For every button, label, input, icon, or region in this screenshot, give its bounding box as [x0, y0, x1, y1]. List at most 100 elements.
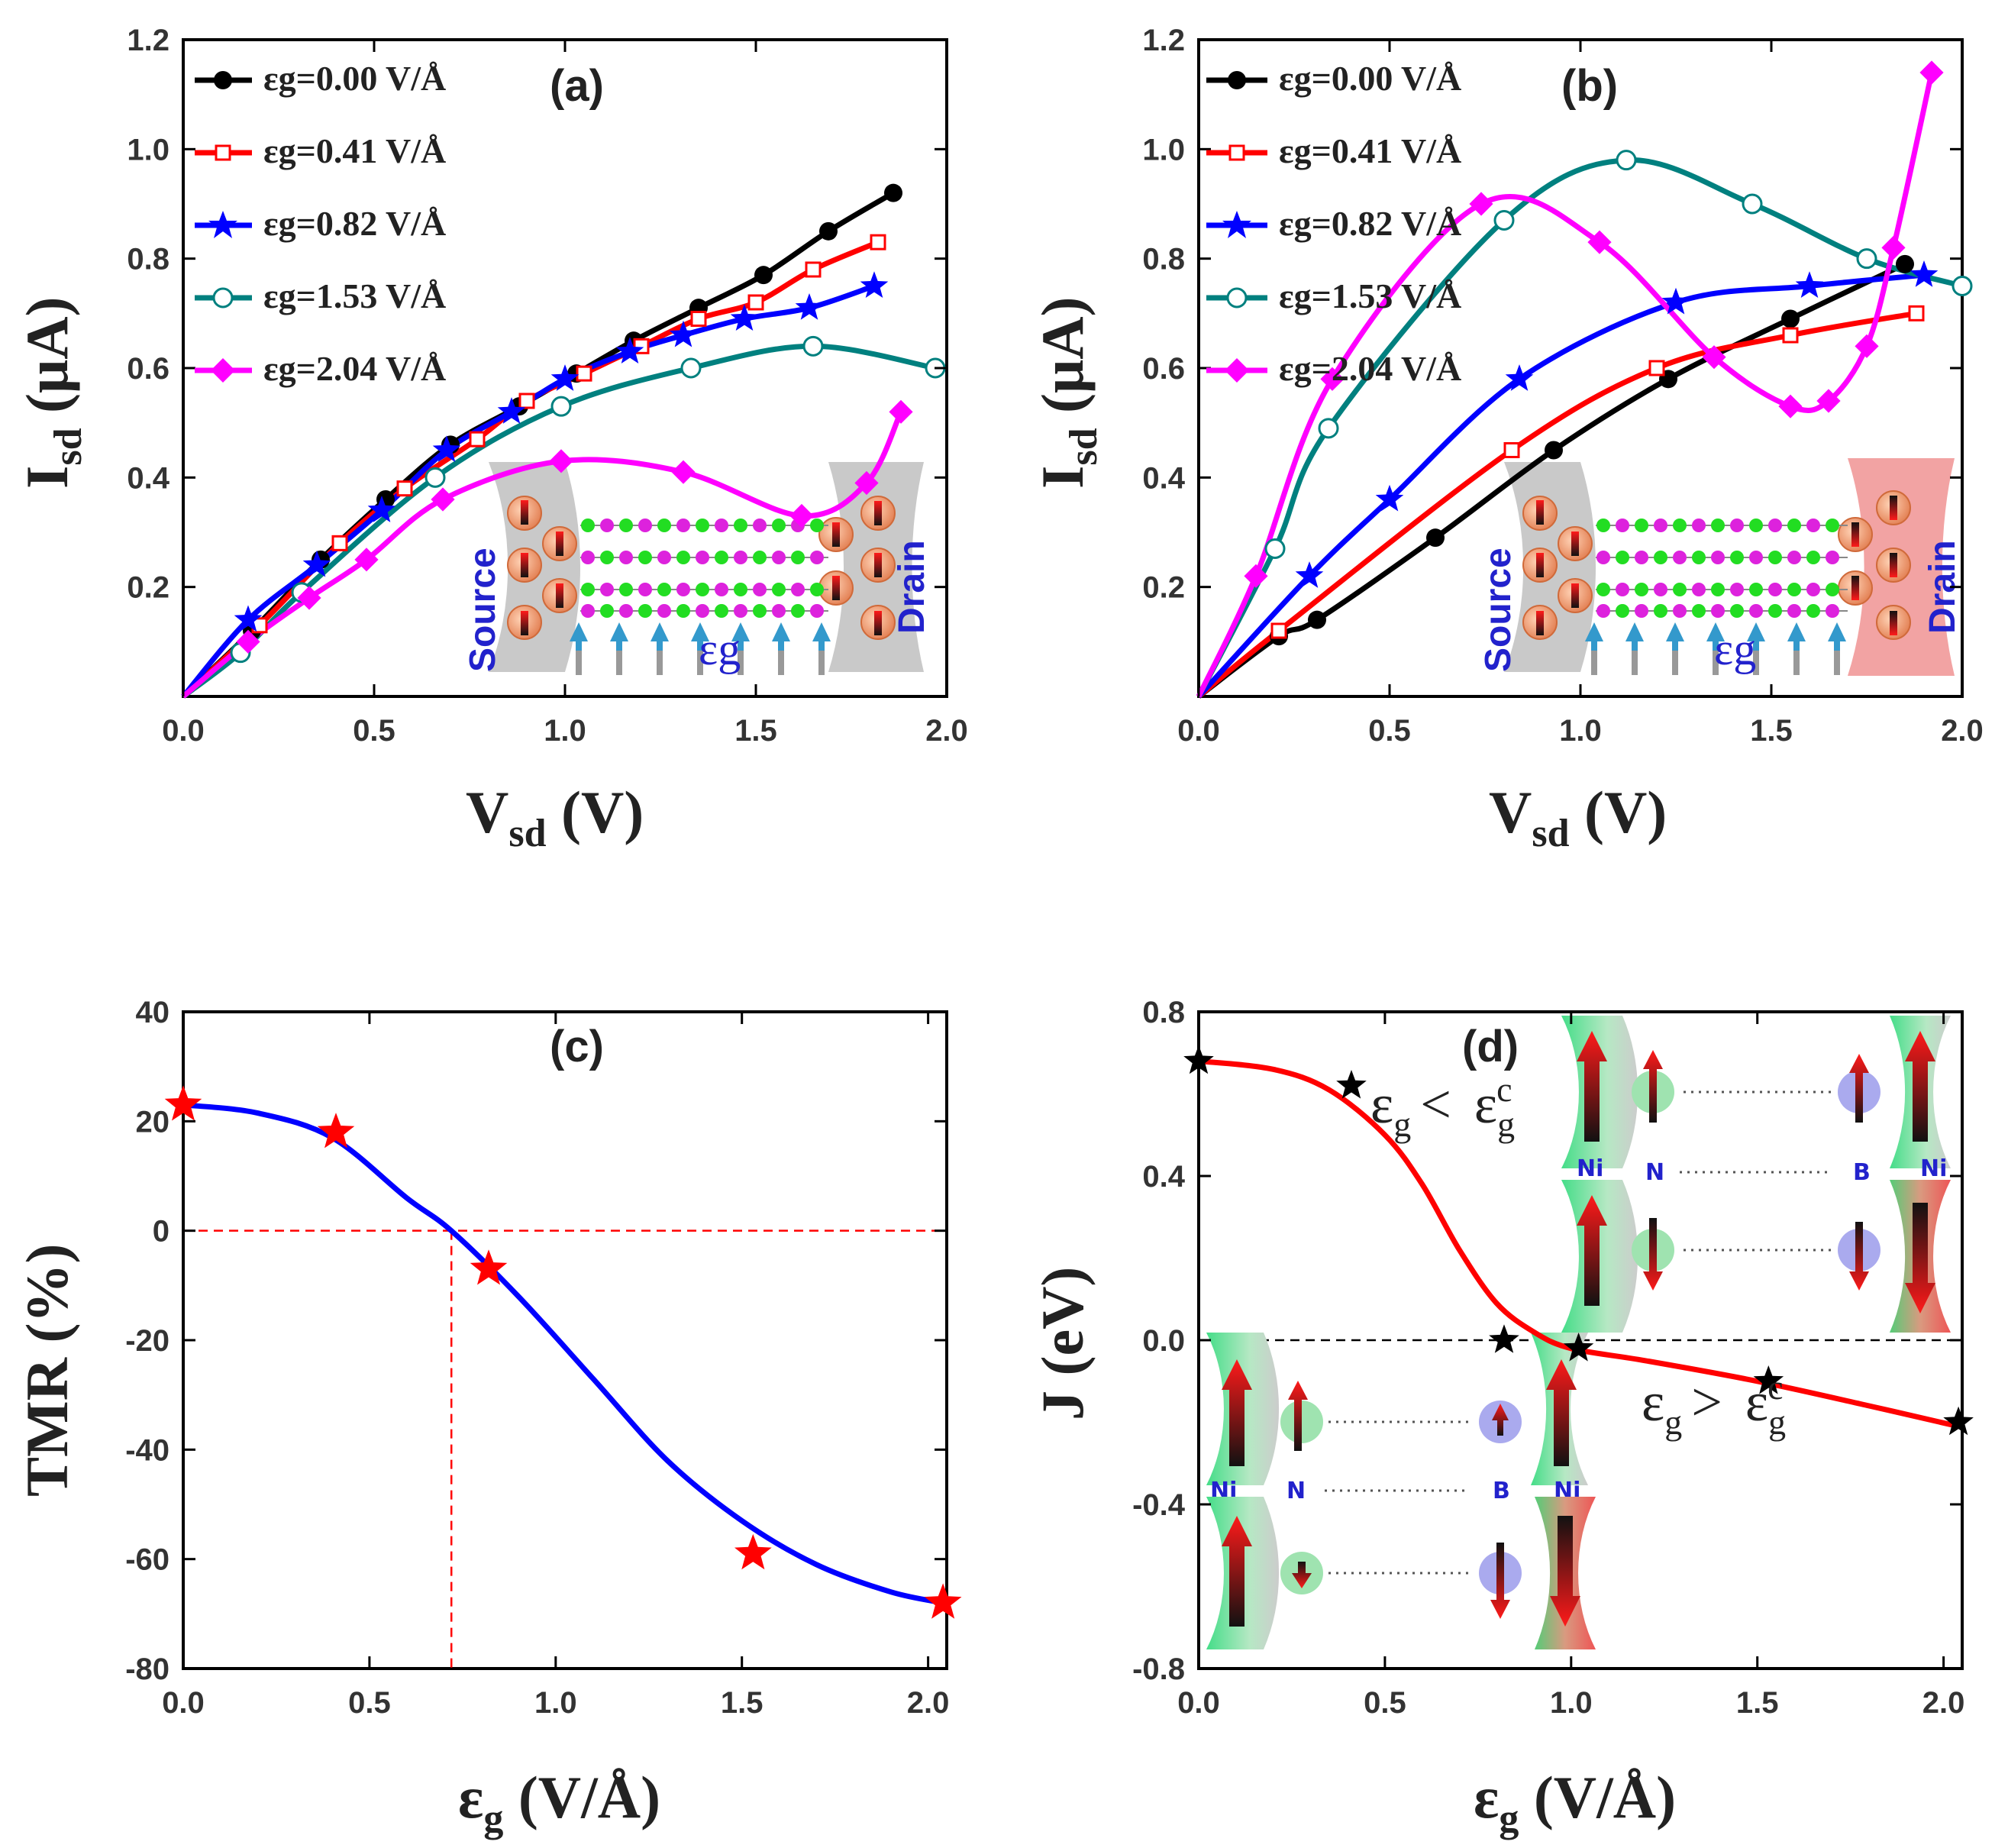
- plot-area-b: [1196, 60, 1973, 699]
- ticks-d: 0.0 0.5 1.0 1.5 2.0 -0.8 -0.4 0.0 0.4 0.8: [1132, 996, 1964, 1720]
- x-tick-label-c-1: 0.5: [348, 1686, 391, 1720]
- fit-curve-c: [182, 1102, 944, 1606]
- y-tick-label-c-0: -80: [125, 1653, 169, 1686]
- field-arrows-b: [1585, 622, 1846, 675]
- atom-label-ni-1: Ni: [1577, 1155, 1603, 1182]
- y-tick-label-a-4: 1.0: [127, 133, 169, 166]
- data-point-d-1: [1336, 1070, 1367, 1099]
- y-tick-label-d-4: 0.8: [1142, 996, 1185, 1029]
- atom-label-b-2: B: [1493, 1478, 1510, 1504]
- ticks-b: 0.0 0.5 1.0 1.5 2.0 0.2 0.4 0.6 0.8 1.0 1.2: [1142, 24, 1983, 748]
- legend-marker-b-3: [1226, 287, 1248, 309]
- data-point-b-0-4: [1545, 441, 1563, 460]
- y-tick-label-d-3: 0.4: [1142, 1160, 1185, 1194]
- data-point-a-1-2: [331, 535, 348, 551]
- x-tick-label-b-3: 1.5: [1750, 714, 1793, 748]
- panel-label-d: (d): [1462, 1022, 1519, 1071]
- y-tick-label-c-5: 20: [136, 1105, 170, 1139]
- x-tick-label-a-4: 2.0: [925, 714, 968, 748]
- data-point-b-0-3: [1426, 528, 1445, 548]
- data-point-d-3: [1563, 1333, 1594, 1362]
- data-point-a-2-9: [730, 304, 759, 331]
- series-line-b-0: [1196, 261, 1906, 699]
- data-point-a-4-2: [297, 586, 321, 610]
- data-point-b-1-3: [1648, 360, 1665, 376]
- data-point-b-2-5: [1795, 271, 1824, 298]
- data-point-c-2: [470, 1249, 508, 1285]
- data-point-a-3-5: [680, 357, 702, 379]
- data-point-b-0-6: [1781, 309, 1800, 328]
- y-tick-label-d-2: 0.0: [1142, 1324, 1185, 1358]
- y-axis-label-a: Isd (μA): [14, 296, 90, 489]
- y-tick-label-b-1: 0.4: [1142, 461, 1185, 495]
- data-point-b-4-10: [1919, 60, 1944, 85]
- source-label-b: Source: [1478, 548, 1519, 672]
- data-point-b-0-7: [1896, 254, 1914, 273]
- panel-label-c: (c): [550, 1022, 604, 1071]
- x-axis-label-d: εg (V/Å): [1474, 1764, 1676, 1840]
- data-point-b-3-5: [1742, 193, 1763, 215]
- data-point-b-0-2: [1308, 610, 1326, 629]
- data-point-b-2-2: [1375, 484, 1404, 512]
- condition-greater-d: εg > εgc: [1642, 1368, 1786, 1442]
- data-point-b-2-1: [1295, 561, 1324, 588]
- x-tick-label-d-2: 1.0: [1550, 1686, 1593, 1720]
- panel-b: Source Drain εg 0.0 0.5 1.0 1.5 2.0 0.2 0.4 0.6…: [1029, 24, 1984, 855]
- y-tick-label-c-1: -60: [125, 1543, 169, 1577]
- data-point-a-2-2: [302, 550, 331, 577]
- legend-b: εg=0.00 V/Å εg=0.41 V/Å εg=0.82 V/Å εg=1…: [1206, 59, 1461, 388]
- x-tick-label-b-4: 2.0: [1941, 714, 1984, 748]
- data-point-a-1-3: [396, 480, 413, 497]
- panel-label-b: (b): [1561, 61, 1618, 111]
- y-tick-label-b-0: 0.2: [1142, 571, 1185, 605]
- y-tick-label-b-4: 1.0: [1142, 133, 1185, 166]
- field-arrows-a: [570, 622, 831, 675]
- legend-label-b-2: εg=0.82 V/Å: [1279, 204, 1461, 243]
- y-tick-label-b-5: 1.2: [1142, 24, 1185, 57]
- data-point-c-1: [317, 1113, 355, 1149]
- y-tick-label-a-5: 1.2: [127, 24, 169, 57]
- series-line-b-4: [1196, 72, 1935, 698]
- data-point-b-3-2: [1318, 418, 1339, 439]
- data-point-b-1-1: [1270, 622, 1287, 639]
- y-tick-label-c-2: -40: [125, 1433, 169, 1467]
- condition-less-d: εg < εgc: [1370, 1070, 1515, 1144]
- data-point-b-3-1: [1264, 538, 1286, 559]
- data-point-b-4-1: [1244, 564, 1268, 588]
- fit-curve-d: [1198, 1058, 1959, 1430]
- legend-marker-a-3: [212, 287, 234, 309]
- data-point-b-4-6: [1778, 394, 1803, 418]
- atom-label-b-1: B: [1853, 1159, 1871, 1186]
- data-point-b-3-4: [1616, 150, 1637, 171]
- legend-marker-a-0: [214, 71, 232, 89]
- atom-label-ni-2: Ni: [1920, 1155, 1947, 1182]
- legend-marker-a-4: [211, 358, 235, 383]
- y-tick-label-c-6: 40: [136, 996, 170, 1029]
- data-point-d-5: [1943, 1406, 1974, 1436]
- legend-marker-b-1: [1228, 144, 1245, 161]
- legend-label-b-3: εg=1.53 V/Å: [1279, 276, 1461, 315]
- atom-label-n-2: N: [1286, 1478, 1306, 1504]
- x-axis-label-b: Vsd (V): [1489, 779, 1667, 855]
- data-point-a-4-8: [854, 470, 879, 496]
- plot-area-d: [1183, 1045, 1974, 1436]
- x-axis-label-c: εg (V/Å): [458, 1764, 660, 1840]
- y-axis-label-b: Isd (μA): [1029, 296, 1106, 489]
- legend-label-b-1: εg=0.41 V/Å: [1279, 131, 1461, 170]
- data-point-a-2-6: [550, 364, 579, 391]
- data-point-b-2-6: [1910, 260, 1939, 287]
- data-point-a-2-3: [367, 496, 396, 522]
- data-point-a-4-1: [236, 629, 260, 654]
- data-point-b-4-3: [1469, 192, 1493, 216]
- field-label-b: εg: [1714, 624, 1756, 674]
- data-point-a-1-5: [518, 393, 535, 409]
- data-point-a-2-5: [497, 397, 526, 424]
- y-tick-label-a-2: 0.6: [127, 352, 169, 386]
- data-point-a-1-11: [870, 234, 886, 250]
- data-point-d-4: [1753, 1365, 1784, 1394]
- data-point-c-3: [734, 1533, 772, 1570]
- data-point-b-4-9: [1881, 235, 1906, 260]
- y-tick-label-d-1: -0.4: [1132, 1488, 1186, 1522]
- x-tick-label-a-3: 1.5: [734, 714, 777, 748]
- data-point-b-2-3: [1505, 364, 1534, 391]
